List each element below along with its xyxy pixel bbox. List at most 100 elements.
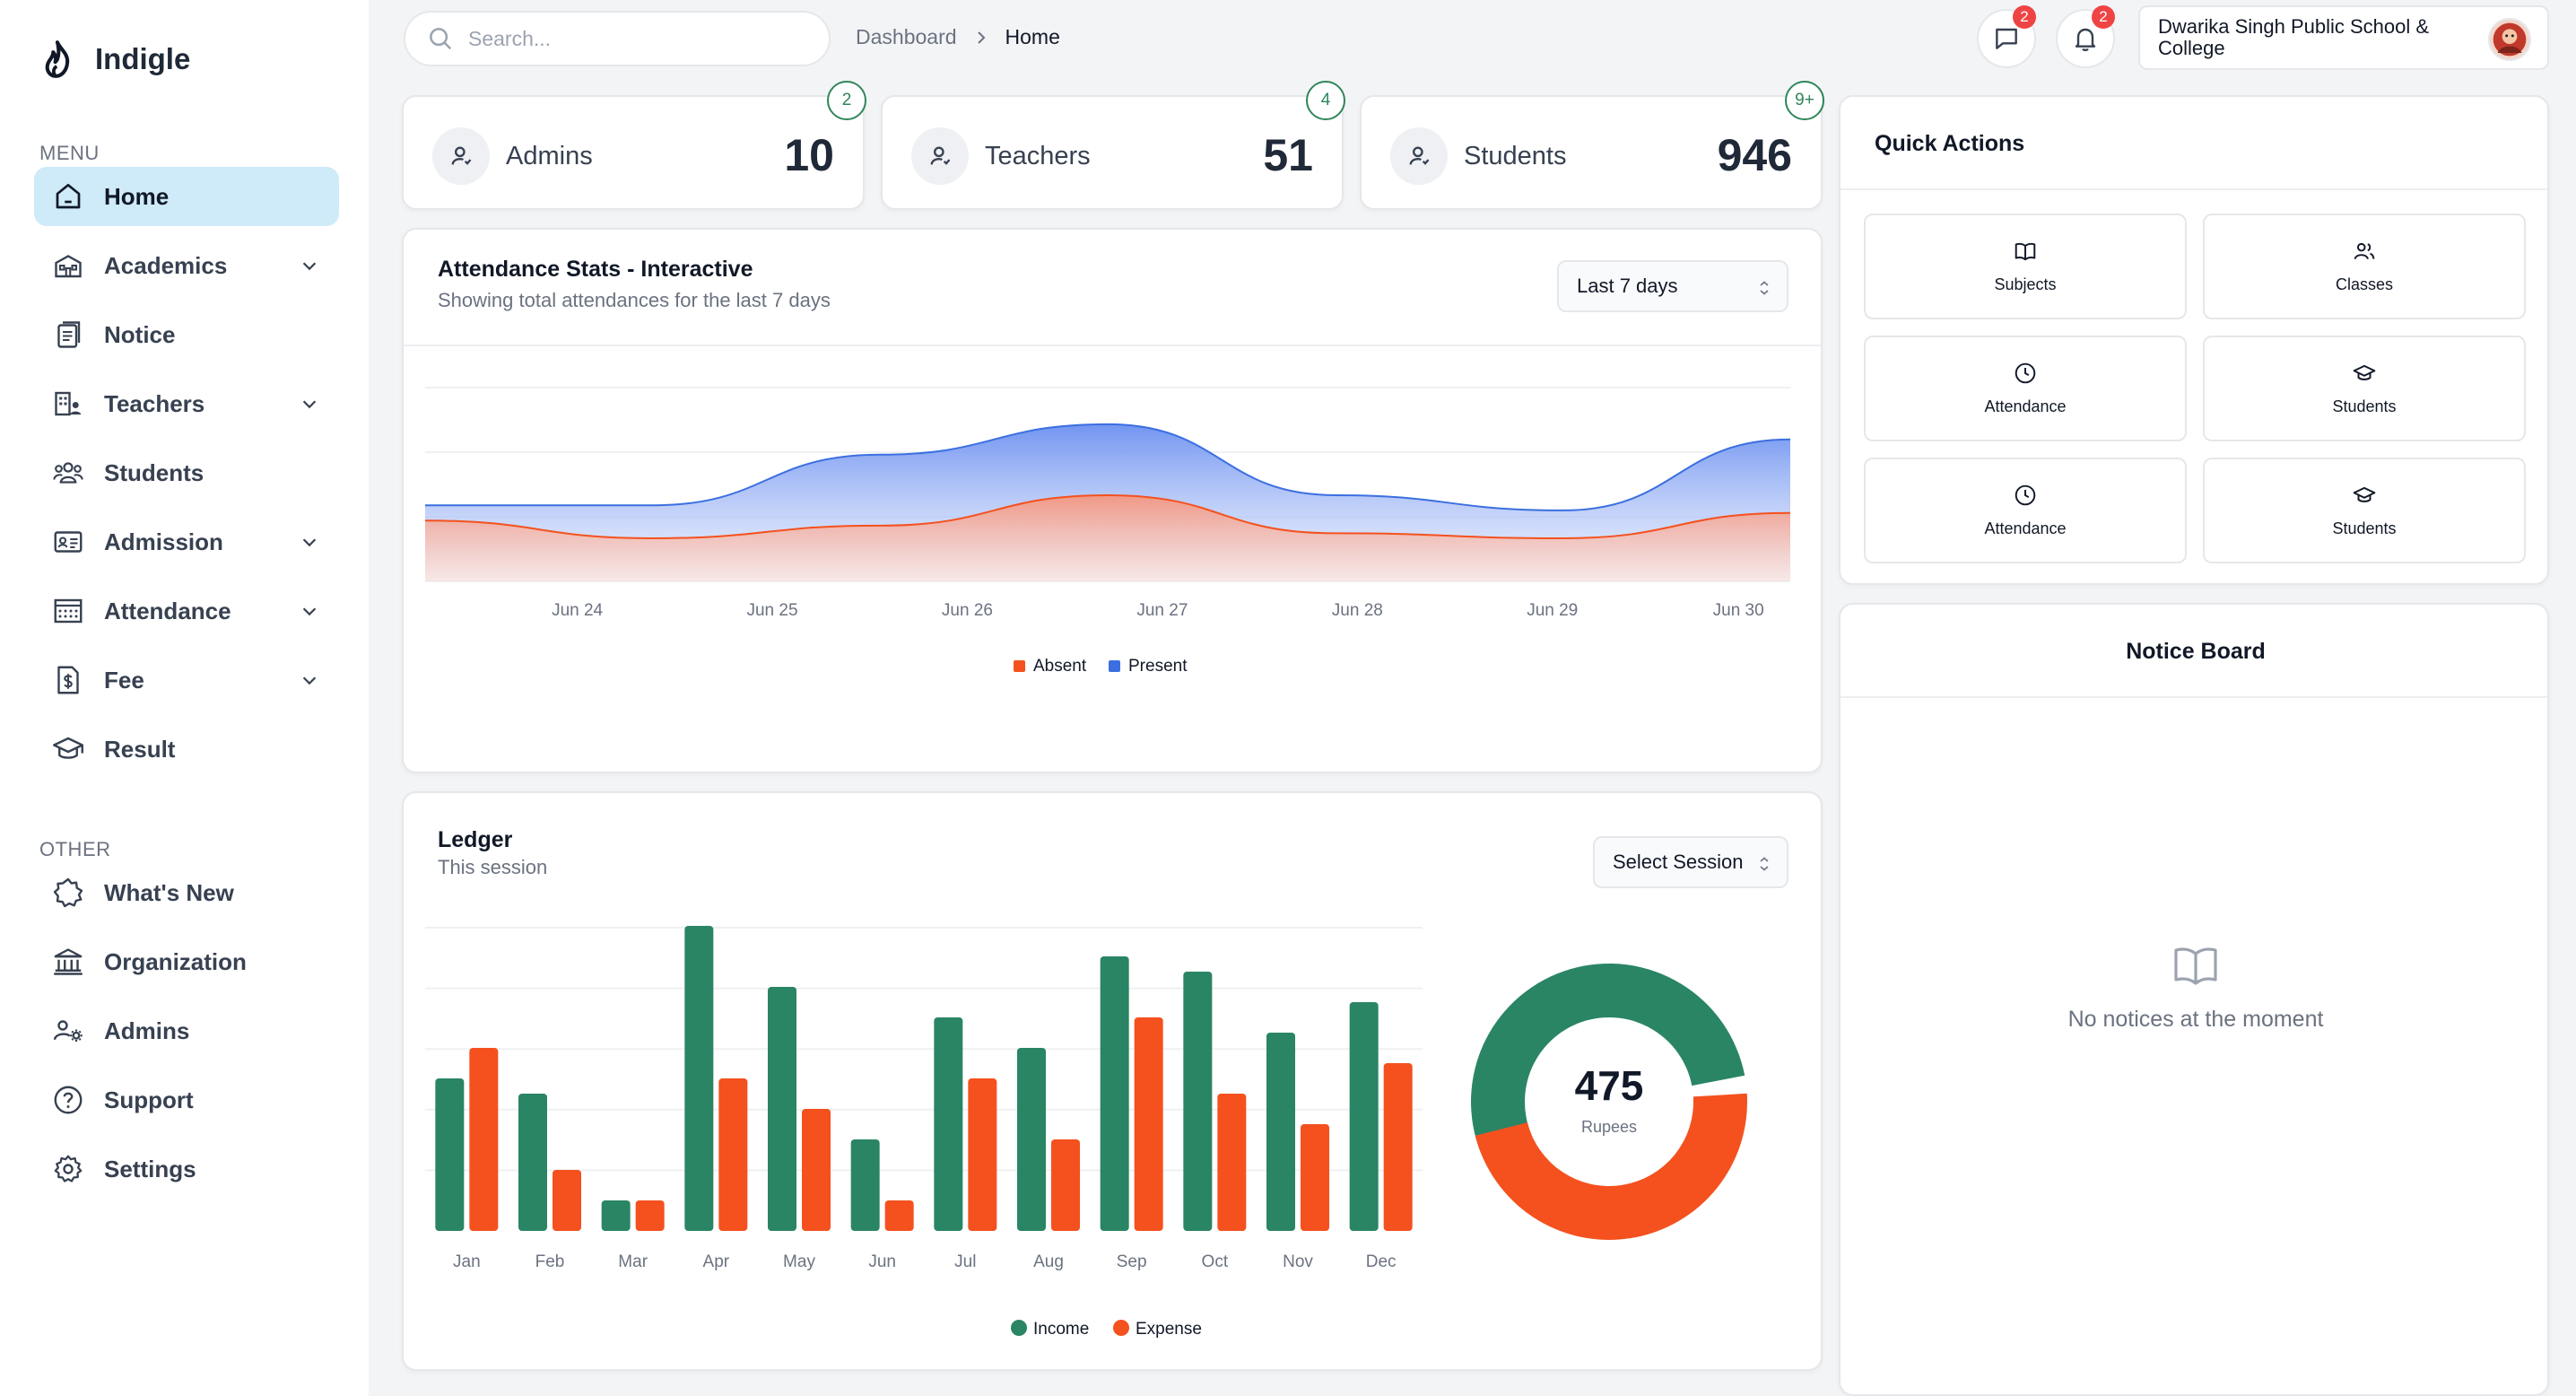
bar-income-feb[interactable]: [518, 1094, 547, 1231]
admin-user-icon: [432, 127, 490, 185]
quick-action-label: Attendance: [1984, 397, 2067, 415]
sidebar-item-result[interactable]: Result: [34, 720, 339, 779]
bar-income-apr[interactable]: [684, 926, 714, 1231]
bar-expense-jan[interactable]: [469, 1048, 499, 1231]
bar-expense-dec[interactable]: [1383, 1063, 1413, 1231]
bar-expense-jul[interactable]: [968, 1078, 997, 1231]
bar-income-mar[interactable]: [601, 1200, 631, 1231]
bar-income-jun[interactable]: [850, 1139, 880, 1231]
donut-slice-expense[interactable]: [1475, 1093, 1747, 1240]
organization-icon: [50, 944, 86, 980]
x-tick-label: Oct: [1202, 1252, 1229, 1271]
bar-expense-mar[interactable]: [635, 1200, 665, 1231]
session-select[interactable]: Select Session: [1593, 836, 1788, 888]
sidebar-item-label: Students: [104, 458, 205, 486]
bar-expense-apr[interactable]: [718, 1078, 748, 1231]
school-switcher[interactable]: Dwarika Singh Public School & College: [2138, 5, 2549, 70]
legend-label[interactable]: Absent: [1033, 657, 1087, 676]
bar-income-jan[interactable]: [435, 1078, 465, 1231]
bar-income-nov[interactable]: [1266, 1033, 1295, 1231]
bar-income-dec[interactable]: [1349, 1002, 1379, 1231]
search-input[interactable]: [468, 26, 791, 51]
sidebar-item-home[interactable]: Home: [34, 167, 339, 226]
chevron-down-icon[interactable]: [300, 670, 319, 690]
legend-swatch: [1014, 660, 1025, 672]
sidebar-item-label: Teachers: [104, 389, 205, 417]
sidebar-item-admins[interactable]: Admins: [34, 1001, 339, 1060]
sidebar-item-settings[interactable]: Settings: [34, 1139, 339, 1199]
sidebar-item-admission[interactable]: Admission: [34, 512, 339, 571]
breadcrumb-dashboard[interactable]: Dashboard: [856, 25, 957, 48]
bar-expense-nov[interactable]: [1301, 1124, 1329, 1231]
chevron-down-icon[interactable]: [300, 532, 319, 552]
x-tick-label: Jul: [954, 1252, 976, 1271]
card-divider: [1841, 696, 2547, 698]
sidebar-item-fee[interactable]: Fee: [34, 650, 339, 710]
messages-button[interactable]: 2: [1977, 5, 2036, 68]
app-logo[interactable]: Indigle: [39, 39, 190, 79]
legend-label[interactable]: Expense: [1136, 1320, 1202, 1339]
bar-expense-feb[interactable]: [553, 1170, 581, 1231]
legend-swatch: [1113, 1320, 1129, 1336]
sidebar-item-notice[interactable]: Notice: [34, 305, 339, 364]
student-user-icon: [1390, 127, 1448, 185]
notifications-button[interactable]: 2: [2056, 5, 2115, 68]
sidebar-item-support[interactable]: Support: [34, 1070, 339, 1130]
sidebar-item-students[interactable]: Students: [34, 443, 339, 502]
notice-icon: [50, 317, 86, 353]
stat-badge: 2: [827, 81, 866, 120]
quick-action-attendance-2[interactable]: Attendance: [1864, 458, 2187, 563]
quick-action-attendance[interactable]: Attendance: [1864, 336, 2187, 441]
bar-expense-oct[interactable]: [1217, 1094, 1247, 1231]
sidebar-item-teachers[interactable]: Teachers: [34, 374, 339, 433]
quick-action-classes[interactable]: Classes: [2203, 214, 2526, 319]
bar-expense-sep[interactable]: [1134, 1017, 1163, 1231]
sidebar-item-whats-new[interactable]: What's New: [34, 863, 339, 922]
bar-income-jul[interactable]: [934, 1017, 963, 1231]
attendance-icon: [50, 593, 86, 629]
sidebar-item-organization[interactable]: Organization: [34, 932, 339, 991]
quick-action-students-2[interactable]: Students: [2203, 458, 2526, 563]
stat-value: 51: [1263, 130, 1313, 180]
stat-value: 946: [1717, 130, 1792, 180]
stat-card-teachers[interactable]: Teachers 51 4: [881, 81, 1345, 210]
stat-card-students[interactable]: Students 946 9+: [1360, 81, 1824, 210]
ledger-bar-chart[interactable]: Jan Feb Mar Apr May Jun Jul Aug Sep Oct Nov Dec Inco…: [404, 793, 1821, 1369]
app-name: Indigle: [95, 42, 191, 75]
x-tick-label: Jun 30: [1713, 601, 1764, 620]
range-select[interactable]: Last 7 days: [1557, 260, 1788, 312]
avatar[interactable]: [2488, 18, 2531, 61]
quick-action-students[interactable]: Students: [2203, 336, 2526, 441]
stat-card-admins[interactable]: Admins 10 2: [402, 81, 866, 210]
chevron-down-icon[interactable]: [300, 601, 319, 621]
sidebar-item-label: Fee: [104, 666, 144, 694]
attendance-area-chart[interactable]: Jun 24 Jun 25 Jun 26 Jun 27 Jun 28 Jun 29 Jun …: [404, 346, 1821, 773]
sidebar-item-attendance[interactable]: Attendance: [34, 581, 339, 641]
legend-swatch: [1109, 660, 1120, 672]
quick-action-subjects[interactable]: Subjects: [1864, 214, 2187, 319]
bar-income-oct[interactable]: [1183, 972, 1213, 1231]
series-line-present: [425, 423, 1791, 511]
bar-expense-may[interactable]: [802, 1109, 831, 1231]
chevron-down-icon[interactable]: [300, 256, 319, 275]
bar-expense-jun[interactable]: [884, 1200, 914, 1231]
legend-label[interactable]: Present: [1128, 657, 1188, 676]
donut-slice-income[interactable]: [1470, 963, 1745, 1154]
bar-income-aug[interactable]: [1017, 1048, 1046, 1231]
chevron-down-icon[interactable]: [300, 394, 319, 414]
bar-income-may[interactable]: [768, 987, 796, 1231]
stat-badge: 9+: [1785, 81, 1824, 120]
session-select-value: Select Session: [1613, 851, 1744, 873]
notice-board-empty-text: No notices at the moment: [2067, 1007, 2324, 1032]
sidebar-item-academics[interactable]: Academics: [34, 236, 339, 295]
graduation-cap-icon: [2353, 364, 2376, 380]
bar-expense-aug[interactable]: [1051, 1139, 1080, 1231]
result-icon: [50, 731, 86, 767]
quick-action-label: Attendance: [1984, 519, 2067, 537]
chevron-up-down-icon: [1760, 857, 1769, 871]
x-tick-label: May: [783, 1252, 815, 1271]
legend-label[interactable]: Income: [1033, 1320, 1089, 1339]
x-tick-label: Jun 29: [1527, 601, 1578, 620]
fee-icon: [50, 662, 86, 698]
bar-income-sep[interactable]: [1100, 956, 1129, 1231]
